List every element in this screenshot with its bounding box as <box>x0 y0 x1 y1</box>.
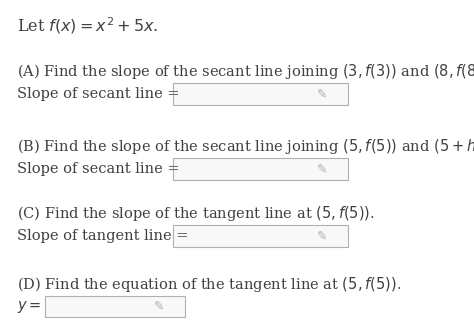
Text: (D) Find the equation of the tangent line at $(5, f(5))$.: (D) Find the equation of the tangent lin… <box>17 275 401 294</box>
Text: (A) Find the slope of the secant line joining $(3, f(3))$ and $(8, f(8))$.: (A) Find the slope of the secant line jo… <box>17 62 474 81</box>
Text: ✎: ✎ <box>317 230 328 243</box>
FancyBboxPatch shape <box>173 158 348 180</box>
Text: ✎: ✎ <box>154 300 164 313</box>
Text: Slope of secant line =: Slope of secant line = <box>17 87 179 101</box>
Text: Let $f(x) = x^2 + 5x$.: Let $f(x) = x^2 + 5x$. <box>17 15 158 36</box>
Text: ✎: ✎ <box>317 87 328 100</box>
Text: Slope of secant line =: Slope of secant line = <box>17 162 179 176</box>
FancyBboxPatch shape <box>173 225 348 247</box>
Text: ✎: ✎ <box>317 163 328 176</box>
FancyBboxPatch shape <box>173 83 348 105</box>
FancyBboxPatch shape <box>45 296 185 318</box>
Text: $y =$: $y =$ <box>17 298 41 315</box>
Text: (B) Find the slope of the secant line joining $(5, f(5))$ and $(5+h, f(5+h))$.: (B) Find the slope of the secant line jo… <box>17 137 474 156</box>
Text: Slope of tangent line =: Slope of tangent line = <box>17 229 188 243</box>
Text: (C) Find the slope of the tangent line at $(5, f(5))$.: (C) Find the slope of the tangent line a… <box>17 204 374 223</box>
